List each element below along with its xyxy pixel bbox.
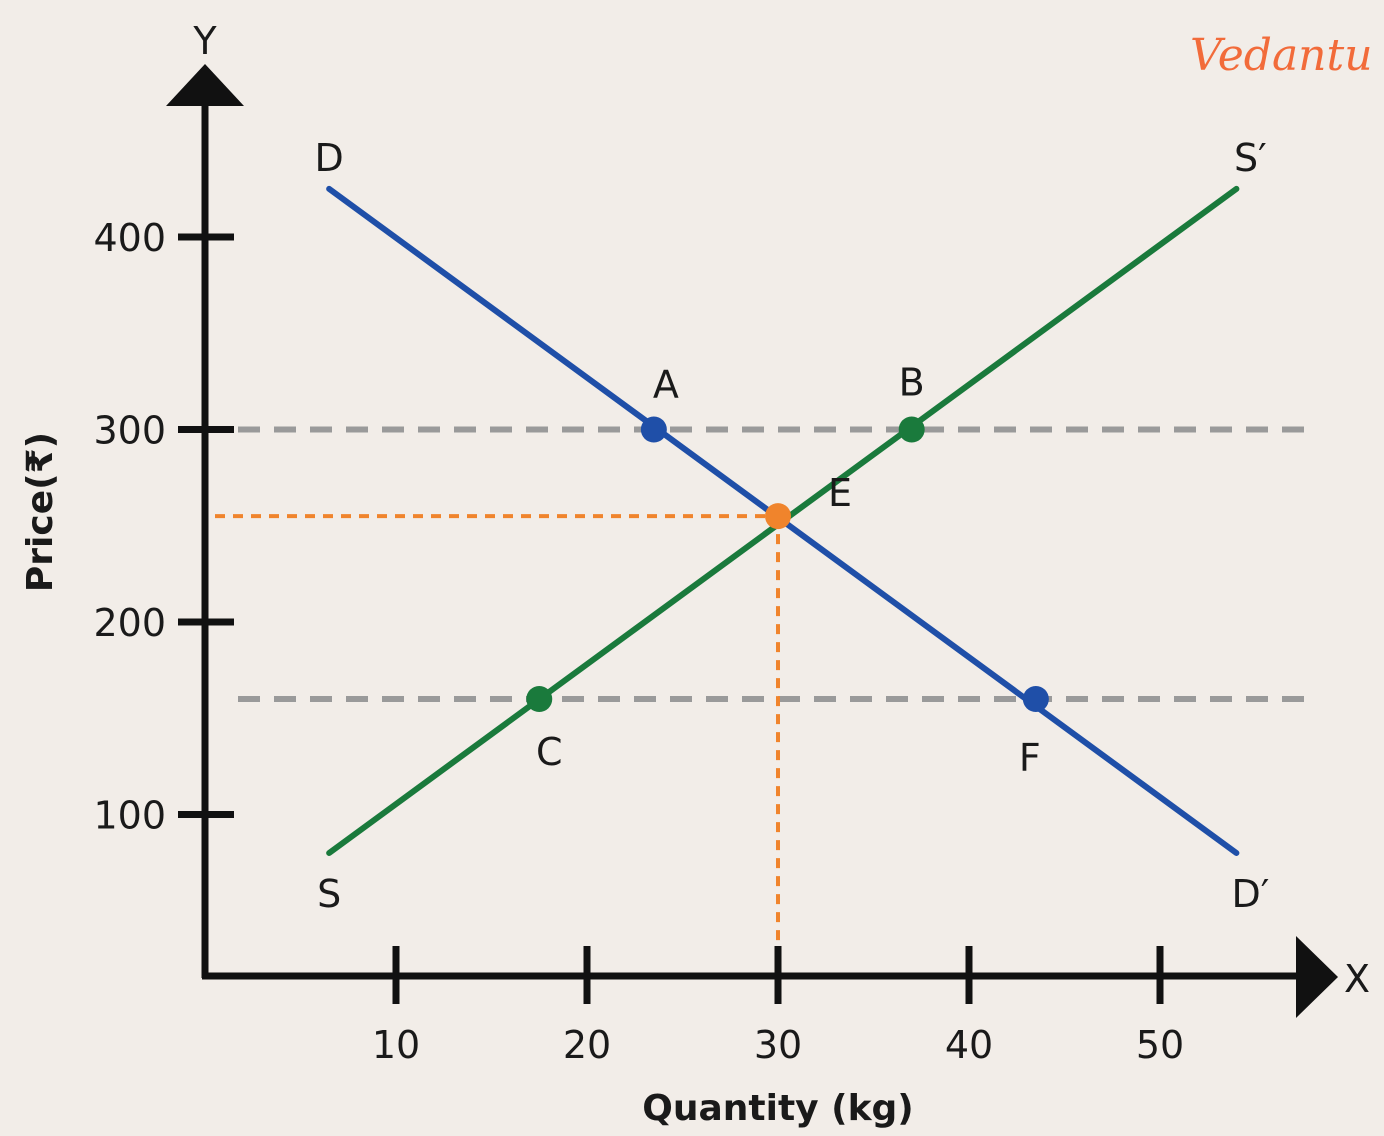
x-tick-label-20: 20 — [563, 1023, 611, 1067]
curves: D D′ S S′ — [315, 136, 1270, 916]
point-A — [640, 416, 667, 443]
point-label-E: E — [828, 471, 852, 515]
x-tick-label-40: 40 — [945, 1023, 993, 1067]
x-tick-label-50: 50 — [1136, 1023, 1184, 1067]
ticks: 10 20 30 40 50 100 200 300 400 — [93, 216, 1184, 1067]
x-tick-label-30: 30 — [754, 1023, 802, 1067]
point-C — [526, 686, 553, 712]
demand-end-label: D′ — [1231, 872, 1269, 916]
supply-start-label: S — [317, 872, 341, 916]
point-B — [898, 416, 925, 443]
x-axis-title: Quantity (kg) — [642, 1088, 914, 1129]
vedantu-logo: Vedantu — [1190, 30, 1373, 81]
demand-start-label: D — [315, 136, 344, 180]
point-label-B: B — [899, 361, 925, 405]
y-tick-label-100: 100 — [93, 794, 166, 838]
y-axis-arrow — [166, 64, 244, 106]
y-axis-letter: Y — [192, 19, 217, 63]
y-tick-label-300: 300 — [93, 409, 166, 453]
point-E — [765, 503, 791, 530]
x-axis-letter: X — [1344, 957, 1370, 1001]
guide-lines — [215, 426, 1310, 946]
point-F — [1022, 686, 1049, 712]
y-tick-label-200: 200 — [93, 601, 166, 645]
y-tick-label-400: 400 — [93, 216, 166, 260]
supply-end-label: S′ — [1234, 136, 1267, 180]
axes: Y X — [166, 19, 1370, 1018]
point-label-C: C — [536, 730, 563, 774]
x-tick-label-10: 10 — [372, 1023, 420, 1067]
point-label-A: A — [653, 363, 679, 407]
point-label-F: F — [1019, 736, 1041, 780]
points: A B C F E — [526, 361, 1049, 780]
y-axis-title: Price(₹) — [20, 432, 61, 592]
x-axis-arrow — [1296, 936, 1338, 1018]
